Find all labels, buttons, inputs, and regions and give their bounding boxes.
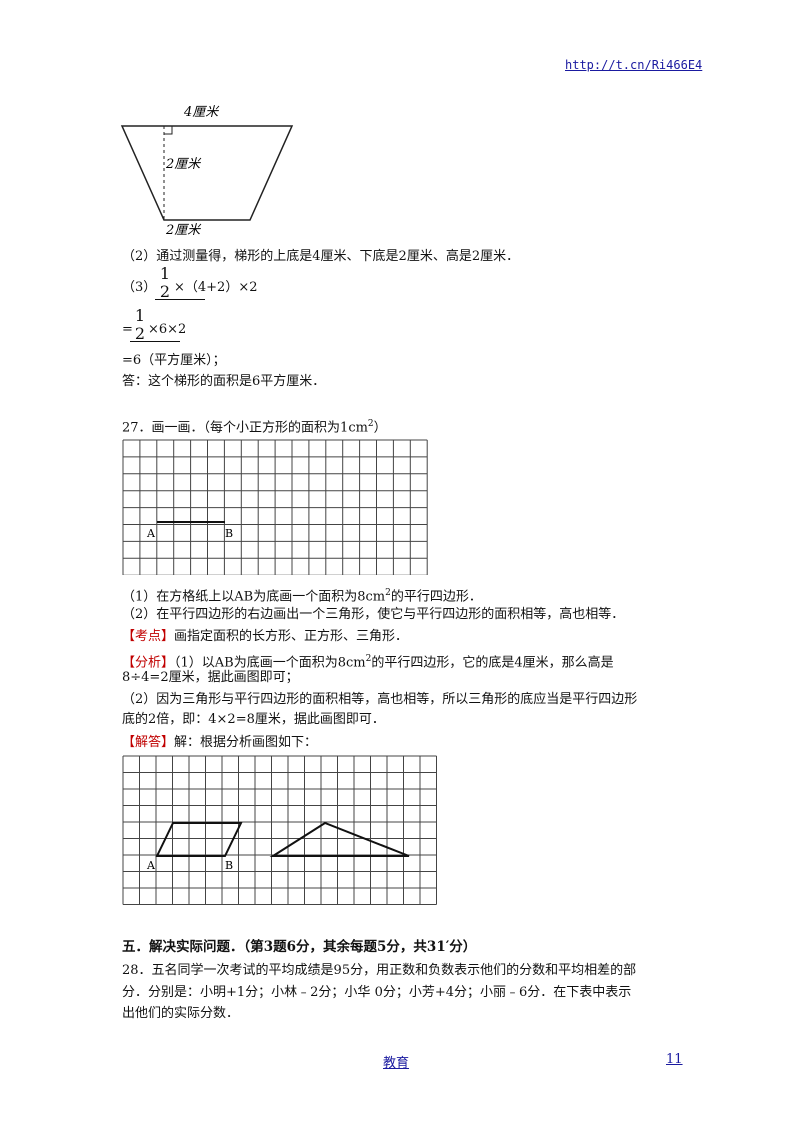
fraction-denominator-2: 2 — [134, 324, 146, 343]
footer-center-link[interactable]: 教育 — [383, 1056, 410, 1071]
label-b: B — [225, 527, 233, 540]
section-5-heading: 五．解决实际问题．（第3题6分，其余每题5分，共31′分） — [122, 939, 477, 955]
solution-answer: 答：这个梯形的面积是6平方厘米． — [122, 374, 326, 389]
height-label: 2厘米 — [165, 157, 202, 172]
header-link[interactable]: http://t.cn/Ri466E4 — [565, 58, 703, 72]
label-b-2: B — [225, 859, 233, 872]
grid-paper-2: A B — [122, 755, 437, 905]
fraction-denominator-1: 2 — [159, 282, 171, 301]
jieda-tag: 【解答】 — [122, 735, 175, 750]
fenxi-tag: 【分析】 — [122, 655, 175, 671]
trapezoid-figure: 4厘米 2厘米 2厘米 — [120, 105, 294, 238]
q27-title: 27．画一画．（每个小正方形的面积为1cm2） — [122, 419, 387, 436]
q27-item-2: （2）在平行四边形的右边画出一个三角形，使它与平行四边形的面积相等，高也相等． — [122, 607, 625, 622]
solution-line-4-prefix: = — [122, 322, 133, 337]
label-a-2: A — [146, 859, 156, 872]
q28-line-3: 出他们的实际分数． — [122, 1006, 240, 1021]
solution-line-4-rest: ×6×2 — [148, 322, 187, 337]
trapezoid-shape — [120, 125, 294, 221]
fraction-bar-1 — [155, 299, 205, 300]
solution-line-2: （2）通过测量得，梯形的上底是4厘米、下底是2厘米、高是2厘米． — [122, 249, 520, 264]
jieda-line: 【解答】解：根据分析画图如下： — [122, 735, 318, 750]
q28-line-1: 28．五名同学一次考试的平均成绩是95分，用正数和负数表示他们的分数和平均相差的… — [122, 963, 637, 978]
fenxi-line-3: （2）因为三角形与平行四边形的面积相等，高也相等，所以三角形的底应当是平行四边形 — [122, 692, 638, 707]
triangle — [269, 821, 410, 857]
fraction-numerator-1: 1 — [159, 264, 171, 283]
parallelogram — [155, 822, 243, 857]
right-angle-mark — [164, 126, 173, 135]
fraction-numerator-2: 1 — [134, 306, 146, 325]
kaodian-tag: 【考点】 — [122, 629, 175, 644]
fenxi-line-4: 底的2倍，即：4×2=8厘米，据此画图即可． — [122, 712, 385, 727]
label-a: A — [146, 527, 156, 540]
grid-paper-1: A B — [122, 439, 428, 575]
bottom-label: 2厘米 — [165, 223, 202, 238]
fenxi-line-1: 【分析】（1）以AB为底画一个面积为8cm2的平行四边形，它的底是4厘米，那么高… — [122, 654, 614, 671]
q27-item-1: （1）在方格纸上以AB为底画一个面积为8cm2的平行四边形． — [122, 588, 482, 605]
page-number: 11 — [666, 1052, 683, 1067]
fenxi-line-2: 8÷4=2厘米，据此画图即可； — [122, 670, 299, 685]
kaodian-line: 【考点】画指定面积的长方形、正方形、三角形． — [122, 629, 409, 644]
q28-line-2: 分．分别是：小明+1分；小林﹣2分；小华 0分；小芳+4分；小丽﹣6分．在下表中… — [122, 985, 632, 1000]
top-label: 4厘米 — [183, 105, 220, 120]
solution-line-3-prefix: （3） — [122, 280, 157, 295]
fraction-bar-2 — [130, 341, 180, 342]
solution-line-5: =6（平方厘米）； — [122, 353, 226, 368]
solution-line-3-rest: ×（4+2）×2 — [174, 280, 258, 295]
